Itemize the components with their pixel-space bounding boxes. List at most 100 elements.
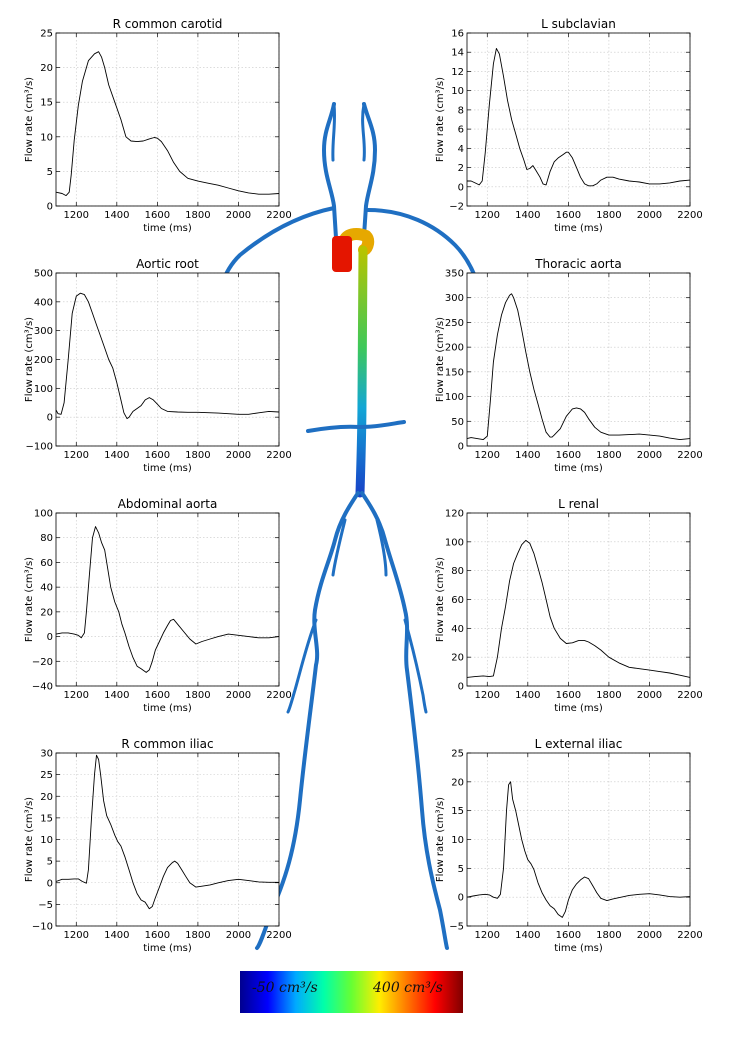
x-tick-label: 1600: [556, 210, 581, 221]
y-tick-label: 10: [451, 86, 464, 97]
y-tick-label: 100: [34, 509, 53, 520]
x-tick-label: 1400: [515, 930, 540, 941]
x-tick-label: 2000: [637, 450, 662, 461]
plot-frame: [55, 512, 280, 687]
y-axis-label: Flow rate (cm³/s): [24, 317, 35, 402]
y-tick-label: 80: [40, 533, 53, 544]
y-tick-label: 25: [40, 29, 53, 40]
x-tick-label: 1200: [64, 690, 89, 701]
x-tick-label: 1600: [145, 450, 170, 461]
chart-title: R common carotid: [113, 17, 223, 31]
y-tick-label: 20: [451, 777, 464, 788]
x-tick-label: 1400: [104, 690, 129, 701]
l-carotid-vessel: [362, 102, 377, 238]
plot-frame: [466, 512, 691, 687]
y-tick-label: 2: [458, 163, 464, 174]
chart-title: L external iliac: [535, 737, 623, 751]
x-tick-label: 1800: [596, 450, 621, 461]
plot-frame: [55, 32, 280, 207]
x-tick-label: 1200: [64, 450, 89, 461]
x-tick-label: 1400: [104, 210, 129, 221]
x-tick-label: 2000: [226, 450, 251, 461]
plot-frame: [466, 272, 691, 447]
y-axis-label: Flow rate (cm³/s): [24, 77, 35, 162]
y-tick-label: 100: [34, 384, 53, 395]
x-tick-label: 2000: [226, 930, 251, 941]
x-axis-label: time (ms): [554, 463, 603, 474]
renal-arteries-vessel: [306, 420, 406, 433]
chart-title: L renal: [558, 497, 599, 511]
flow-rate-series-line: [55, 51, 280, 197]
x-tick-label: 2200: [266, 930, 291, 941]
y-tick-label: 150: [445, 367, 464, 378]
x-axis-label: time (ms): [554, 943, 603, 954]
y-tick-label: 250: [445, 318, 464, 329]
flow-rate-series-line: [466, 781, 691, 918]
x-tick-label: 1400: [104, 450, 129, 461]
y-tick-label: 25: [40, 770, 53, 781]
colorbar-min-label: -50 cm³/s: [252, 980, 318, 996]
x-tick-label: 1200: [64, 210, 89, 221]
y-tick-label: 15: [40, 813, 53, 824]
y-tick-label: −100: [26, 442, 53, 453]
aortic-root-vessel: [332, 236, 352, 272]
x-tick-label: 1400: [515, 210, 540, 221]
y-tick-label: 100: [445, 392, 464, 403]
flow-rate-series-line: [55, 526, 280, 673]
x-axis-label: time (ms): [554, 223, 603, 234]
chart-6: 1200 1400 1600 1800 2000 2200 −10 −5 0 5 10 15 20 25 3…: [24, 737, 292, 954]
y-tick-label: 300: [34, 326, 53, 337]
y-tick-label: −5: [38, 900, 53, 911]
y-tick-label: 0: [458, 682, 464, 693]
x-tick-label: 2000: [637, 690, 662, 701]
chart-5: 1200 1400 1600 1800 2000 2200 0 20 40 60 80 100 120 L…: [435, 497, 703, 714]
x-tick-label: 1800: [596, 930, 621, 941]
plot-frame: [466, 32, 691, 207]
colorbar-max-label: 400 cm³/s: [373, 980, 443, 996]
y-tick-label: 0: [47, 878, 53, 889]
x-tick-label: 1800: [185, 210, 210, 221]
y-tick-label: 16: [451, 29, 464, 40]
plot-background: [467, 273, 690, 446]
x-axis-label: time (ms): [143, 943, 192, 954]
r-carotid-vessel: [322, 102, 338, 240]
plot-background: [56, 513, 279, 686]
l-internal-iliac-vessel: [375, 518, 388, 577]
l-carotid-branch-vessel: [361, 102, 366, 162]
x-tick-label: 1200: [475, 930, 500, 941]
y-tick-label: 5: [47, 857, 53, 868]
y-tick-label: 400: [34, 297, 53, 308]
x-tick-label: 1200: [64, 930, 89, 941]
y-tick-label: 10: [451, 835, 464, 846]
x-tick-label: 1600: [145, 930, 170, 941]
r-carotid-branch-vessel: [331, 102, 337, 162]
x-tick-label: 2000: [637, 210, 662, 221]
chart-0: 1200 1400 1600 1800 2000 2200 0 5 10 15 20 25 R comm…: [24, 17, 292, 234]
y-axis-label: Flow rate (cm³/s): [24, 557, 35, 642]
y-axis-label: Flow rate (cm³/s): [435, 797, 446, 882]
flow-rate-series-line: [55, 292, 280, 420]
x-tick-label: 2000: [226, 210, 251, 221]
y-axis-label: Flow rate (cm³/s): [435, 317, 446, 402]
x-tick-label: 1600: [145, 690, 170, 701]
l-iliac-vessel: [360, 491, 449, 950]
x-tick-label: 1800: [185, 930, 210, 941]
x-tick-label: 1800: [596, 690, 621, 701]
chart-7: 1200 1400 1600 1800 2000 2200 −5 0 5 10 15 20 25 L ex…: [435, 737, 703, 954]
x-tick-label: 2200: [266, 450, 291, 461]
y-tick-label: 200: [34, 355, 53, 366]
chart-title: R common iliac: [121, 737, 213, 751]
x-tick-label: 1600: [556, 450, 581, 461]
x-tick-label: 1400: [515, 450, 540, 461]
chart-1: 1200 1400 1600 1800 2000 2200 −2 0 2 4 6 8 10 12 14 16 L…: [435, 17, 703, 234]
y-tick-label: 0: [47, 413, 53, 424]
y-tick-label: 15: [40, 98, 53, 109]
colorbar: [240, 971, 463, 1013]
y-tick-label: −5: [449, 922, 464, 933]
x-tick-label: 2200: [677, 450, 702, 461]
y-tick-label: 4: [458, 144, 464, 155]
x-tick-label: 2000: [637, 930, 662, 941]
y-tick-label: 14: [451, 48, 464, 59]
flow-rate-series-line: [467, 47, 691, 187]
